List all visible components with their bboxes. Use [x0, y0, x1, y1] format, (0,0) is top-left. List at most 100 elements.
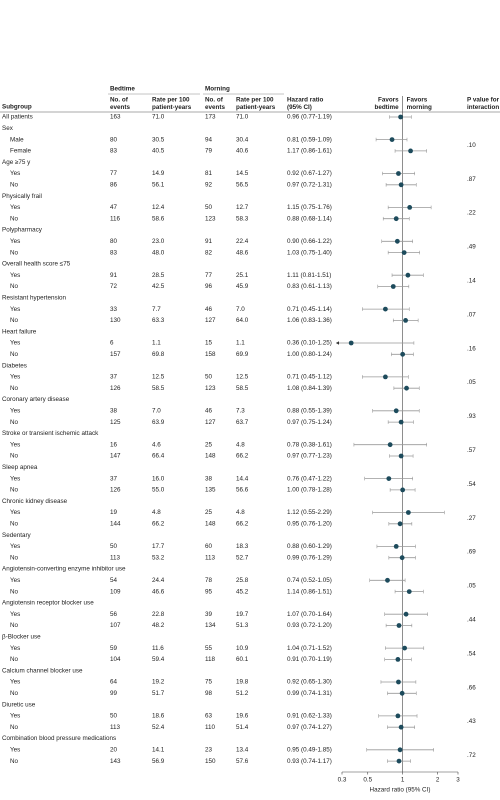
cell: 12.7 [236, 204, 249, 211]
cell: 17.7 [152, 543, 165, 550]
cell: 50 [205, 374, 213, 381]
header: Subgroup [2, 104, 32, 111]
cell: 134 [205, 622, 216, 629]
cell: 45.9 [236, 283, 249, 290]
cell: 25 [205, 509, 213, 516]
x-tick-label: 1 [401, 777, 405, 784]
header: No. of [110, 97, 129, 104]
cell: 19 [110, 509, 118, 516]
cell: 7.3 [236, 407, 245, 414]
hr-marker [393, 544, 399, 549]
cell: 0.99 (0.76-1.29) [287, 554, 332, 561]
hr-marker [403, 611, 409, 617]
row-label: No [10, 554, 19, 561]
cell: 157 [110, 351, 121, 358]
cell: 110 [205, 724, 216, 731]
row-label: Yes [10, 272, 20, 279]
header: events [205, 104, 225, 111]
cell: 63.3 [152, 317, 165, 324]
cell: 0.78 (0.38-1.61) [287, 441, 332, 448]
cell: 0.91 (0.62-1.33) [287, 713, 332, 720]
group-label: Heart failure [2, 328, 37, 335]
cell: 0.93 (0.72-1.20) [287, 622, 332, 629]
cell: 0.97 (0.72-1.31) [287, 181, 332, 188]
hr-marker [396, 171, 401, 176]
cell: 12.4 [152, 204, 165, 211]
cell: 64.0 [236, 317, 249, 324]
cell: 123 [205, 385, 216, 392]
group-label: Diuretic use [2, 701, 36, 708]
row-label: Yes [10, 611, 20, 618]
cell: 0.88 (0.60-1.29) [287, 543, 332, 550]
cell: 33 [110, 306, 118, 313]
hr-marker [404, 385, 409, 391]
p-value: .57 [467, 447, 476, 454]
cell: 19.7 [236, 611, 249, 618]
cell: 1.1 [152, 340, 161, 347]
row-label: Yes [10, 577, 20, 584]
cell: 158 [205, 351, 216, 358]
row-label: No [10, 453, 19, 460]
cell: 47 [110, 204, 118, 211]
header: patient-years [152, 104, 192, 111]
cell: 40.5 [152, 148, 165, 155]
hr-marker [393, 408, 399, 414]
cell: 72 [110, 283, 118, 290]
hr-marker [389, 137, 395, 143]
cell: 46.6 [152, 588, 165, 595]
cell: 86 [110, 181, 118, 188]
hr-marker [393, 216, 399, 222]
header: (95% CI) [287, 104, 312, 111]
cell: 0.81 (0.59-1.09) [287, 136, 332, 143]
group-label: Angiotensin receptor blocker use [2, 600, 94, 607]
group-label: Angiotensin-converting enzyme inhibitor … [2, 566, 126, 573]
group-label: Chronic kidney disease [2, 498, 68, 505]
hr-marker [397, 521, 403, 527]
cell: 96 [205, 283, 213, 290]
cell: 38 [205, 475, 213, 482]
cell: 58.5 [236, 385, 249, 392]
row-label: Yes [10, 713, 20, 720]
cell: 104 [110, 656, 121, 663]
hr-marker [387, 442, 393, 448]
header: P value for [467, 97, 500, 104]
row-label: Yes [10, 238, 20, 245]
cell: 1.15 (0.75-1.76) [287, 204, 332, 211]
cell: 77 [110, 170, 118, 177]
cell: 116 [110, 215, 121, 222]
cell: 39 [205, 611, 213, 618]
cell: 48.6 [236, 249, 249, 256]
group-label: Physically frail [2, 193, 42, 200]
row-label: No [10, 283, 19, 290]
cell: 1.07 (0.70-1.64) [287, 611, 332, 618]
cell: 94 [205, 136, 213, 143]
cell: 91 [110, 272, 118, 279]
p-value: .66 [467, 684, 476, 691]
x-tick-label: 0.5 [363, 777, 372, 784]
cell: 80 [110, 136, 118, 143]
row-label: No [10, 351, 19, 358]
header: Bedtime [110, 86, 135, 93]
hr-marker [382, 374, 388, 380]
cell: 25 [205, 441, 213, 448]
cell: 1.17 (0.86-1.61) [287, 148, 332, 155]
hr-marker [394, 238, 400, 244]
cell: 50 [205, 204, 213, 211]
cell: 16 [110, 441, 118, 448]
row-label: No [10, 724, 19, 731]
cell: 1.12 (0.55-2.29) [287, 509, 332, 516]
row-label: No [10, 588, 19, 595]
cell: 60.1 [236, 656, 249, 663]
cell: 127 [205, 317, 216, 324]
header: morning [407, 104, 432, 111]
cell: 81 [205, 170, 213, 177]
cell: 7.0 [152, 407, 161, 414]
cell: 48.2 [152, 622, 165, 629]
p-value: .07 [467, 311, 476, 318]
cell: 127 [205, 419, 216, 426]
cell: 163 [110, 114, 121, 121]
cell: 125 [110, 419, 121, 426]
header: Hazard ratio [287, 97, 324, 104]
header: bedtime [374, 104, 399, 111]
p-value: .49 [467, 244, 476, 251]
